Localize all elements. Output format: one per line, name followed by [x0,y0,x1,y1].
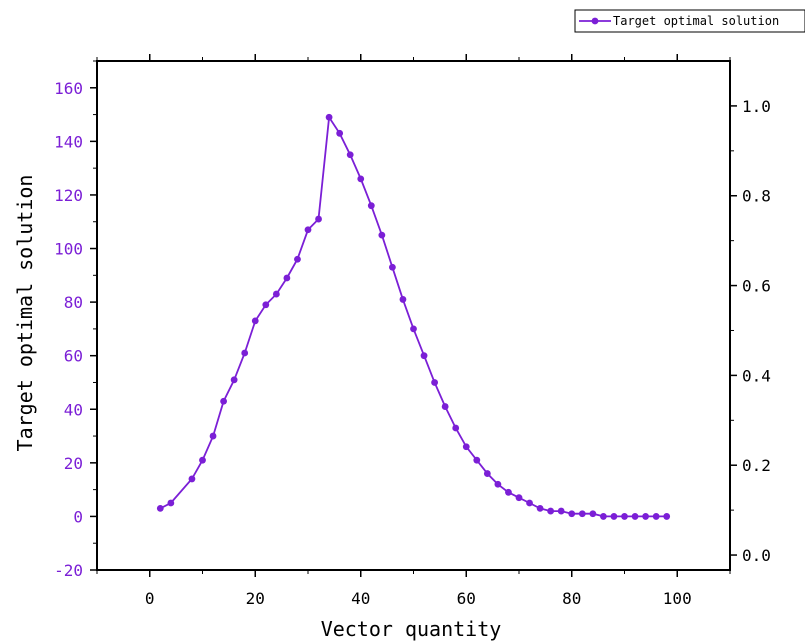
data-point [589,510,597,518]
data-point [389,263,396,271]
data-point [315,215,322,223]
x-tick-label: 0 [145,589,155,608]
data-point [283,274,291,282]
legend-box [574,9,805,33]
y2-tick-label: 0.2 [742,456,771,475]
data-point [304,226,312,234]
data-point [547,507,555,515]
y-tick-label: 80 [64,293,83,312]
data-point [505,488,512,496]
data-point [494,480,502,488]
y-tick-label: 100 [54,240,83,259]
data-point [642,513,649,520]
data-point [663,513,671,520]
series-line [159,114,667,518]
y-tick-label: 0 [73,507,83,526]
x-tick-label: 20 [246,589,265,608]
x-tick-label: 80 [562,589,581,608]
y2-tick-label: 0.8 [742,187,771,206]
y-tick-label: -20 [54,561,83,580]
data-point [325,113,333,121]
data-point [156,504,164,512]
data-point [600,513,607,520]
x-tick-label: 100 [663,589,692,608]
y-axis-title: Target optimal solution [13,175,37,452]
data-point [230,376,238,384]
y-tick-label: 40 [64,400,83,419]
data-point [452,424,460,432]
data-point [241,349,249,357]
data-point [272,290,280,298]
data-point [568,510,576,518]
y-tick-label: 120 [54,186,83,205]
data-point [251,317,259,325]
data-point [652,513,660,520]
data-point [515,494,523,502]
data-point [526,499,533,507]
data-point [346,151,354,159]
data-point [462,443,470,451]
ticks: 0 20 40 60 80 100 -20 0 20 40 60 80 100 120 140 160 0.0 0… [54,54,771,608]
data-point [631,513,639,520]
data-point [578,510,586,518]
y2-tick-label: 1.0 [742,97,771,116]
legend-marker [591,17,599,25]
y2-tick-label: 0.4 [742,366,771,385]
data-point [167,499,175,507]
data-point [610,513,618,520]
y-tick-label: 60 [64,347,83,366]
data-point [209,432,217,440]
data-point [473,456,481,464]
plot-frame [96,60,731,571]
y2-tick-label: 0.6 [742,277,771,296]
data-point [199,456,206,464]
data-point [367,202,375,210]
data-point [410,325,417,333]
data-point [378,231,386,239]
data-point [621,513,628,520]
data-point [483,470,491,477]
x-tick-label: 40 [351,589,370,608]
data-point [294,255,301,263]
data-point [220,397,228,405]
legend: Target optimal solution [574,9,805,33]
data-point [188,475,196,483]
data-point [557,507,565,515]
data-point [431,379,438,386]
data-point [536,504,544,512]
data-point [441,403,449,410]
legend-label: Target optimal solution [613,14,779,28]
data-point [336,129,344,137]
data-point [357,175,365,183]
series [156,113,671,520]
x-axis-title: Vector quantity [321,617,502,641]
y-tick-label: 140 [54,132,83,151]
axes [96,60,731,571]
x-tick-label: 60 [457,589,476,608]
y-tick-label: 20 [64,454,83,473]
data-point [262,301,270,309]
y-tick-label: 160 [54,79,83,98]
data-point [420,352,428,360]
y2-tick-label: 0.0 [742,546,771,565]
data-point [399,296,407,303]
